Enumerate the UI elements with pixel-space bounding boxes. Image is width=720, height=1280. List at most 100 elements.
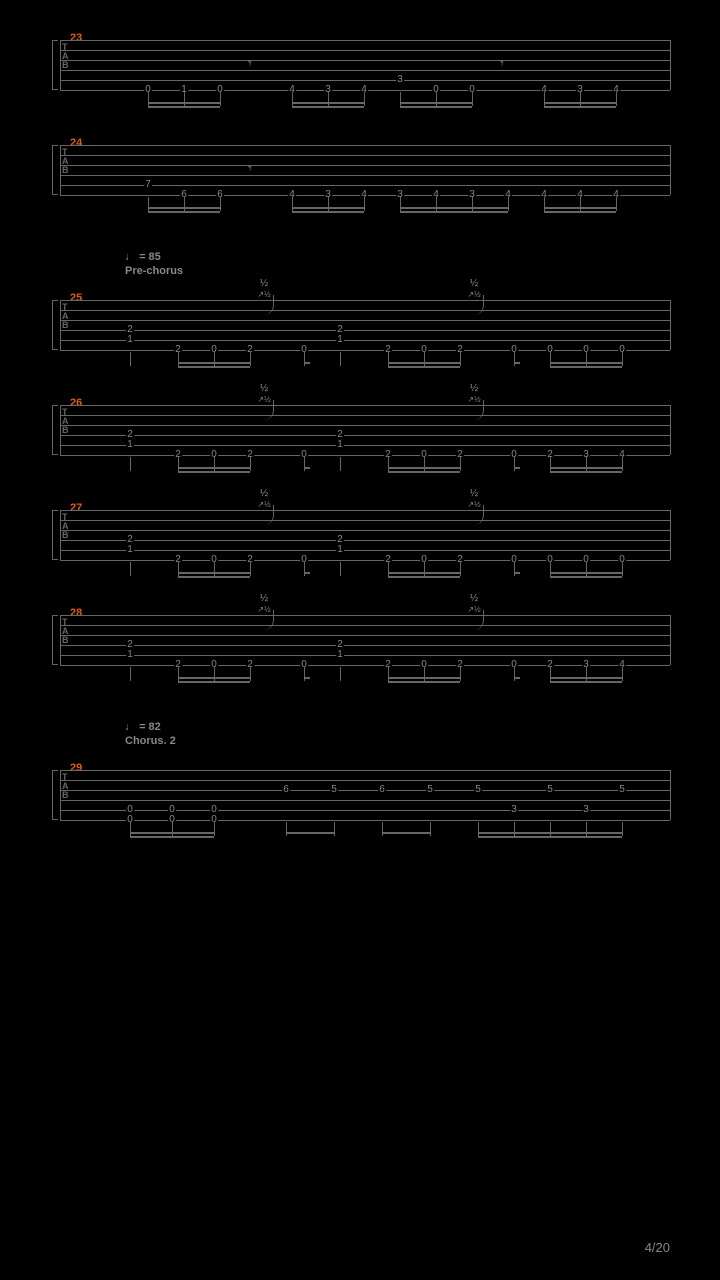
beam bbox=[388, 576, 460, 578]
beam bbox=[514, 572, 520, 574]
beam bbox=[178, 467, 250, 469]
staff-line bbox=[60, 165, 670, 166]
beam bbox=[550, 471, 622, 473]
beam bbox=[400, 102, 472, 104]
fret-number: 7 bbox=[144, 180, 152, 190]
fret-number: 1 bbox=[336, 440, 344, 450]
beam-row bbox=[60, 352, 670, 372]
measure-26: ½↗½½↗½26TAB212020212020234 bbox=[50, 405, 670, 455]
staff-line bbox=[60, 780, 670, 781]
tab-staff: TAB000000656553535 bbox=[60, 770, 670, 820]
beam bbox=[292, 211, 364, 213]
fret-number: 1 bbox=[126, 335, 134, 345]
staff-line bbox=[60, 175, 670, 176]
beam bbox=[478, 836, 622, 838]
beam bbox=[478, 832, 622, 834]
staff-bracket bbox=[52, 405, 58, 455]
tab-page: 23TAB010𝄾434300𝄾43424TAB766𝄾4343434444♩ … bbox=[0, 0, 720, 905]
beam-row bbox=[60, 667, 670, 687]
staff-line bbox=[60, 560, 670, 561]
staff-line bbox=[60, 60, 670, 61]
bend-label: ½ bbox=[260, 593, 268, 604]
beam bbox=[550, 677, 622, 679]
note-stem bbox=[460, 667, 461, 681]
beam bbox=[544, 207, 616, 209]
beam bbox=[514, 467, 520, 469]
note-stem bbox=[460, 352, 461, 366]
note-stem bbox=[340, 667, 341, 681]
beam bbox=[304, 572, 310, 574]
measures-container: 23TAB010𝄾434300𝄾43424TAB766𝄾4343434444♩ … bbox=[50, 40, 670, 820]
staff-line bbox=[60, 40, 670, 41]
staff-bracket bbox=[52, 770, 58, 820]
beam bbox=[388, 572, 460, 574]
beam bbox=[130, 832, 214, 834]
staff-line bbox=[60, 300, 670, 301]
note-stem bbox=[340, 457, 341, 471]
beam-row bbox=[60, 197, 670, 217]
staff-line bbox=[60, 320, 670, 321]
barline bbox=[670, 405, 671, 455]
beam bbox=[286, 832, 334, 834]
note-stem bbox=[364, 197, 365, 211]
bend-label: ½ bbox=[470, 383, 478, 394]
bend-label: ½ bbox=[260, 383, 268, 394]
measure-25: ½↗½½↗½25TAB212020212020000 bbox=[50, 300, 670, 350]
staff-line bbox=[60, 800, 670, 801]
beam bbox=[550, 366, 622, 368]
fret-number: 3 bbox=[396, 75, 404, 85]
staff-line bbox=[60, 155, 670, 156]
note-stem bbox=[334, 822, 335, 836]
note-stem bbox=[622, 562, 623, 576]
barline bbox=[60, 405, 61, 455]
staff-bracket bbox=[52, 510, 58, 560]
beam bbox=[148, 207, 220, 209]
staff-line bbox=[60, 655, 670, 656]
beam bbox=[514, 677, 520, 679]
fret-number: 5 bbox=[618, 785, 626, 795]
note-stem bbox=[250, 562, 251, 576]
note-stem bbox=[508, 197, 509, 211]
beam bbox=[304, 362, 310, 364]
staff-bracket bbox=[52, 40, 58, 90]
fret-number: 1 bbox=[336, 335, 344, 345]
barline bbox=[60, 615, 61, 665]
note-stem bbox=[250, 667, 251, 681]
beam-row bbox=[60, 92, 670, 112]
tab-staff: TAB766𝄾4343434444 bbox=[60, 145, 670, 195]
barline bbox=[670, 510, 671, 560]
beam bbox=[550, 362, 622, 364]
staff-lines bbox=[60, 300, 670, 351]
staff-lines bbox=[60, 510, 670, 561]
beam-row bbox=[60, 457, 670, 477]
barline bbox=[670, 145, 671, 195]
bend-label: ½ bbox=[470, 488, 478, 499]
fret-number: 5 bbox=[474, 785, 482, 795]
staff-line bbox=[60, 520, 670, 521]
note-stem bbox=[214, 822, 215, 836]
staff-lines bbox=[60, 770, 670, 821]
note-stem bbox=[250, 352, 251, 366]
note-stem bbox=[622, 822, 623, 836]
bend-label: ½ bbox=[470, 278, 478, 289]
staff-line bbox=[60, 405, 670, 406]
staff-line bbox=[60, 455, 670, 456]
beam bbox=[550, 467, 622, 469]
beam bbox=[292, 207, 364, 209]
note-stem bbox=[220, 92, 221, 106]
beam bbox=[550, 576, 622, 578]
staff-line bbox=[60, 790, 670, 791]
note-stem bbox=[430, 822, 431, 836]
staff-line bbox=[60, 665, 670, 666]
rest-symbol: 𝄾 bbox=[500, 55, 504, 72]
beam bbox=[388, 467, 460, 469]
beam bbox=[130, 836, 214, 838]
staff-line bbox=[60, 350, 670, 351]
staff-line bbox=[60, 145, 670, 146]
staff-line bbox=[60, 415, 670, 416]
fret-number: 1 bbox=[336, 650, 344, 660]
beam bbox=[178, 471, 250, 473]
bend-label: ½ bbox=[260, 488, 268, 499]
staff-bracket bbox=[52, 615, 58, 665]
staff-line bbox=[60, 445, 670, 446]
